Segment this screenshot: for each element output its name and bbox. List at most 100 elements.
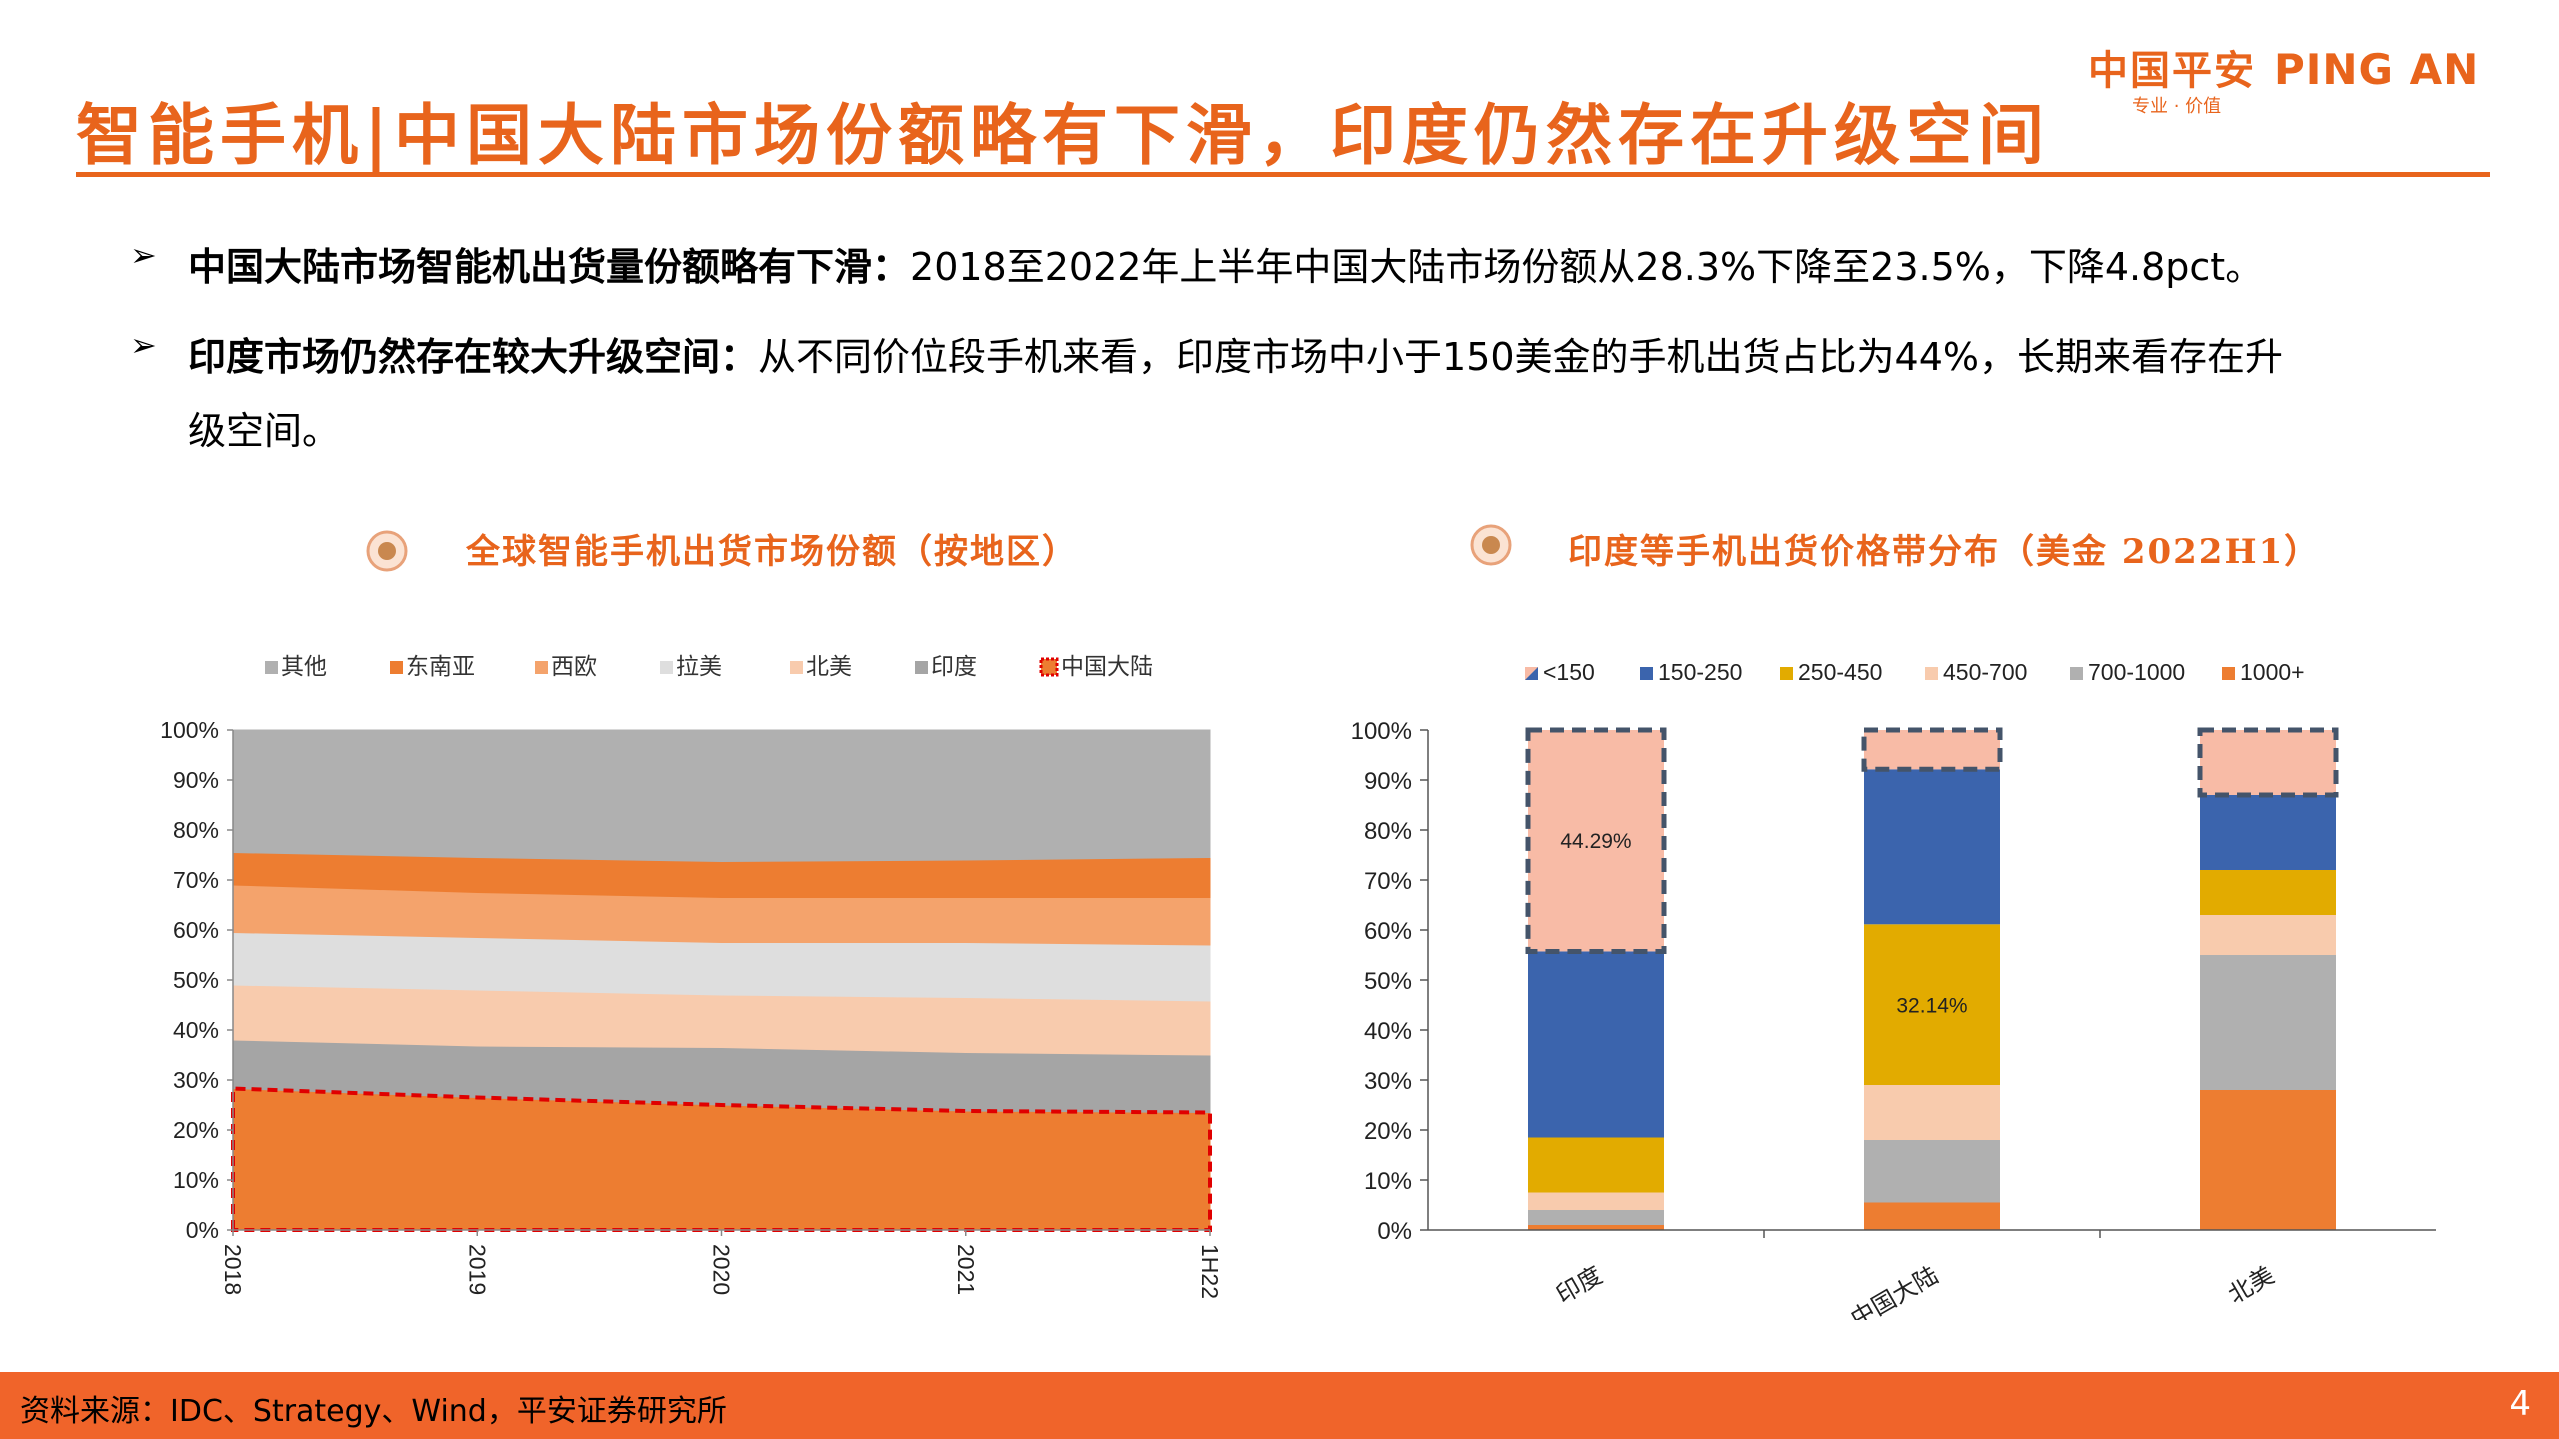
bar-segment <box>2200 730 2336 795</box>
bar-segment <box>1864 769 2000 925</box>
page-number: 4 <box>2509 1384 2531 1424</box>
legend-label: 150-250 <box>1658 659 1742 685</box>
target-icon <box>1470 524 1512 566</box>
y-tick-label: 10% <box>1364 1168 1412 1195</box>
y-tick-label: 70% <box>1364 868 1412 895</box>
legend-swatch <box>390 661 403 674</box>
x-tick-label: 2020 <box>709 1244 735 1295</box>
data-label: 32.14% <box>1896 995 1967 1018</box>
x-tick-label: 2021 <box>953 1244 979 1295</box>
chart-1-title: 全球智能手机出货市场份额（按地区） <box>466 532 1078 572</box>
area-chart: 其他 东南亚 西欧 拉美 北美 印度 中国大陆 0% 10% 20% 30% 40% 50% 60% 70%… <box>160 653 1223 1299</box>
legend-label: 西欧 <box>551 653 597 679</box>
legend-swatch <box>915 661 928 674</box>
footer-bar: 资料来源：IDC、Strategy、Wind，平安证券研究所 4 <box>0 1372 2559 1439</box>
y-tick-label: 0% <box>186 1217 219 1243</box>
logo-chinese: 中国平安 <box>2088 48 2256 94</box>
legend-swatch <box>1925 667 1938 680</box>
bar-segment <box>1528 951 1664 1138</box>
legend-swatch <box>1640 667 1653 680</box>
legend-swatch <box>1780 667 1793 680</box>
y-tick-label: 50% <box>173 967 219 993</box>
bar-segment <box>1528 1192 1664 1210</box>
legend-label: 700-1000 <box>2088 659 2185 685</box>
title-underline <box>76 172 2490 177</box>
bullet-1-heading: 中国大陆市场智能机出货量份额略有下滑： <box>188 245 911 289</box>
footer-source: 资料来源：IDC、Strategy、Wind，平安证券研究所 <box>20 1394 727 1429</box>
legend-swatch <box>790 661 803 674</box>
below-150-highlight-box <box>1525 727 1667 954</box>
y-tick-label: 90% <box>1364 768 1412 795</box>
bar-segment <box>1864 924 2000 1085</box>
y-tick-label: 30% <box>1364 1068 1412 1095</box>
target-icon <box>366 530 408 572</box>
legend-swatch <box>2070 667 2083 680</box>
bar-segment <box>1864 730 2000 770</box>
below-150-highlight-box <box>1861 727 2003 772</box>
legend-swatch <box>1039 657 1059 677</box>
category-label: 印度 <box>1552 1262 1607 1309</box>
bar-segment <box>1528 1210 1664 1225</box>
below-150-highlight-box <box>2197 727 2339 798</box>
bar-segment <box>2200 955 2336 1090</box>
category-label: 中国大陆 <box>1846 1262 1943 1320</box>
legend-label: 北美 <box>806 653 852 679</box>
y-tick-label: 40% <box>1364 1018 1412 1045</box>
ping-an-logo: 中国平安 PING AN <box>2088 38 2479 96</box>
legend-label: 拉美 <box>676 653 722 679</box>
bar-segment <box>1864 1140 2000 1203</box>
y-tick-label: 80% <box>1364 818 1412 845</box>
legend-swatch <box>2222 667 2235 680</box>
bar-segment <box>1864 1202 2000 1230</box>
y-tick-label: 30% <box>173 1067 219 1093</box>
stacked-bar-chart: <150 150-250 250-450 450-700 700-1000 1000+ 44… <box>1351 659 2436 1320</box>
legend-swatch-overlay <box>1525 667 1538 680</box>
china-highlight-box <box>231 1086 1212 1232</box>
legend-label: 中国大陆 <box>1061 653 1153 679</box>
bullet-1-text: 2018至2022年上半年中国大陆市场份额从28.3%下降至23.5%，下降4.… <box>910 245 2264 289</box>
bullet-2-text: 从不同价位段手机来看，印度市场中小于150美金的手机出货占比为44%，长期来看存… <box>758 335 2284 379</box>
bullet-2-text-line2: 级空间。 <box>188 409 341 453</box>
legend-label: 东南亚 <box>406 653 475 679</box>
x-tick-label: 2018 <box>220 1244 246 1295</box>
bar-segment <box>1528 1137 1664 1193</box>
legend-swatch <box>535 661 548 674</box>
bar-legend: <150 150-250 250-450 450-700 700-1000 1000+ <box>1525 659 2305 685</box>
y-tick-label: 60% <box>1364 918 1412 945</box>
slide-title: 智能手机|中国大陆市场份额略有下滑，印度仍然存在升级空间 <box>76 96 2051 174</box>
legend-swatch <box>660 661 673 674</box>
y-tick-label: 0% <box>1377 1218 1412 1245</box>
y-tick-label: 50% <box>1364 968 1412 995</box>
legend-label: <150 <box>1543 659 1595 685</box>
x-tick-label: 2019 <box>464 1244 490 1295</box>
y-tick-label: 60% <box>173 917 219 943</box>
logo-tagline: 专业 · 价值 <box>2132 96 2222 117</box>
legend-label: 250-450 <box>1798 659 1882 685</box>
y-tick-label: 40% <box>173 1017 219 1043</box>
y-tick-label: 20% <box>173 1117 219 1143</box>
legend-label: 450-700 <box>1943 659 2027 685</box>
y-tick-label: 80% <box>173 817 219 843</box>
bar-segment <box>1864 1085 2000 1140</box>
arrow-bullet-icon: ➢ <box>130 236 157 274</box>
chart-2-title: 印度等手机出货价格带分布（美金 2022H1） <box>1568 532 2321 572</box>
bar-segment <box>1528 1225 1664 1230</box>
y-tick-label: 20% <box>1364 1118 1412 1145</box>
legend-label: 印度 <box>931 653 977 679</box>
y-tick-label: 100% <box>160 717 219 743</box>
data-label: 44.29% <box>1560 830 1631 853</box>
area-其他 <box>232 729 1211 863</box>
bar-segment <box>1528 730 1664 952</box>
logo-english: PING AN <box>2274 45 2480 94</box>
y-tick-label: 70% <box>173 867 219 893</box>
legend-label: 其他 <box>281 653 327 679</box>
y-tick-label: 100% <box>1351 718 1412 745</box>
legend-label: 1000+ <box>2240 659 2305 685</box>
category-label: 北美 <box>2224 1262 2279 1309</box>
legend-swatch <box>265 661 278 674</box>
x-tick-label: 1H22 <box>1197 1244 1223 1299</box>
arrow-bullet-icon: ➢ <box>130 326 157 364</box>
y-tick-label: 90% <box>173 767 219 793</box>
area-legend: 其他 东南亚 西欧 拉美 北美 印度 中国大陆 <box>265 653 1153 679</box>
y-tick-label: 10% <box>173 1167 219 1193</box>
